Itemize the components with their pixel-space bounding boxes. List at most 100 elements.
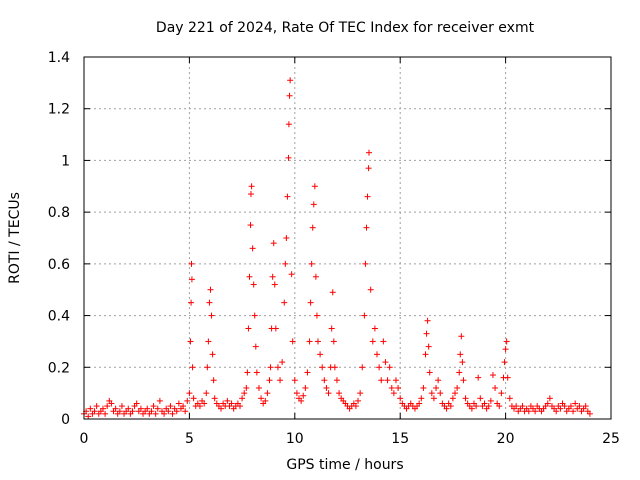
data-point bbox=[85, 413, 92, 420]
data-point bbox=[291, 377, 298, 384]
data-point bbox=[205, 338, 212, 345]
data-point bbox=[210, 377, 217, 384]
data-point bbox=[108, 400, 115, 407]
data-point bbox=[307, 299, 314, 306]
data-point bbox=[336, 390, 343, 397]
data-point bbox=[203, 390, 210, 397]
data-point bbox=[298, 397, 305, 404]
data-point bbox=[125, 405, 132, 412]
x-axis-label: GPS time / hours bbox=[286, 457, 403, 473]
data-point bbox=[137, 405, 144, 412]
plot-frame bbox=[83, 56, 612, 420]
x-tick-label: 5 bbox=[185, 431, 194, 447]
data-point bbox=[468, 405, 475, 412]
data-point bbox=[374, 351, 381, 358]
data-point bbox=[289, 338, 296, 345]
data-point bbox=[277, 377, 284, 384]
data-point bbox=[481, 400, 488, 407]
data-point bbox=[498, 390, 505, 397]
data-point bbox=[150, 403, 157, 410]
data-point bbox=[443, 405, 450, 412]
data-point bbox=[188, 299, 195, 306]
data-point bbox=[287, 77, 294, 84]
data-point bbox=[357, 390, 364, 397]
data-point bbox=[532, 408, 539, 415]
data-point bbox=[365, 165, 372, 172]
data-point bbox=[274, 364, 281, 371]
data-point bbox=[283, 235, 290, 241]
data-point bbox=[567, 403, 574, 410]
data-point bbox=[423, 330, 430, 337]
data-point bbox=[247, 222, 254, 229]
data-point bbox=[513, 403, 520, 410]
data-point bbox=[218, 405, 225, 412]
data-point bbox=[312, 273, 319, 280]
data-point bbox=[363, 224, 370, 231]
data-point bbox=[572, 400, 579, 407]
data-point bbox=[102, 410, 109, 417]
data-point bbox=[428, 390, 435, 397]
data-point bbox=[328, 325, 335, 332]
data-point bbox=[188, 260, 195, 267]
data-point bbox=[395, 384, 402, 391]
data-point bbox=[262, 397, 269, 404]
data-point bbox=[224, 397, 231, 404]
data-point bbox=[462, 395, 469, 402]
data-point bbox=[362, 260, 369, 267]
data-point bbox=[236, 403, 243, 410]
data-point bbox=[460, 377, 467, 384]
data-point bbox=[173, 408, 180, 415]
data-point bbox=[489, 372, 496, 379]
data-point bbox=[437, 390, 444, 397]
data-point bbox=[392, 377, 399, 384]
data-point bbox=[456, 369, 463, 376]
data-point bbox=[426, 369, 433, 376]
data-point bbox=[485, 403, 492, 410]
data-point bbox=[204, 364, 211, 371]
data-point bbox=[416, 400, 423, 407]
data-point bbox=[196, 403, 203, 410]
data-point bbox=[190, 395, 197, 402]
data-point bbox=[118, 403, 125, 410]
x-tick-label: 10 bbox=[286, 431, 304, 447]
data-point bbox=[201, 400, 208, 407]
data-point bbox=[279, 359, 286, 366]
data-point bbox=[281, 299, 288, 306]
data-point bbox=[180, 403, 187, 410]
data-point bbox=[457, 351, 464, 358]
data-point bbox=[492, 384, 499, 391]
data-point bbox=[310, 201, 317, 208]
data-point bbox=[286, 92, 293, 99]
data-point bbox=[371, 325, 378, 332]
x-tick-label: 25 bbox=[602, 431, 620, 447]
data-point bbox=[208, 312, 215, 319]
y-tick-label: 1.2 bbox=[48, 102, 70, 118]
data-point bbox=[502, 346, 509, 353]
grid bbox=[84, 57, 611, 419]
data-point bbox=[309, 224, 316, 231]
x-tick-label: 20 bbox=[497, 431, 515, 447]
data-point bbox=[184, 397, 191, 404]
data-point bbox=[501, 359, 508, 366]
data-point bbox=[314, 338, 321, 345]
data-point bbox=[304, 369, 311, 376]
data-point bbox=[561, 403, 568, 410]
data-point bbox=[570, 408, 577, 415]
data-point bbox=[148, 408, 155, 415]
y-tick-label: 1 bbox=[61, 153, 70, 169]
data-point bbox=[302, 384, 309, 391]
data-point bbox=[175, 400, 182, 407]
data-point bbox=[187, 338, 194, 345]
data-point bbox=[288, 271, 295, 278]
data-point bbox=[519, 403, 526, 410]
data-point bbox=[246, 273, 253, 280]
data-point bbox=[487, 397, 494, 404]
data-point bbox=[311, 183, 318, 190]
data-point bbox=[331, 364, 338, 371]
data-point bbox=[152, 410, 159, 417]
data-point bbox=[267, 364, 274, 371]
data-point bbox=[282, 260, 289, 267]
data-point bbox=[376, 364, 383, 371]
data-point bbox=[582, 403, 589, 410]
